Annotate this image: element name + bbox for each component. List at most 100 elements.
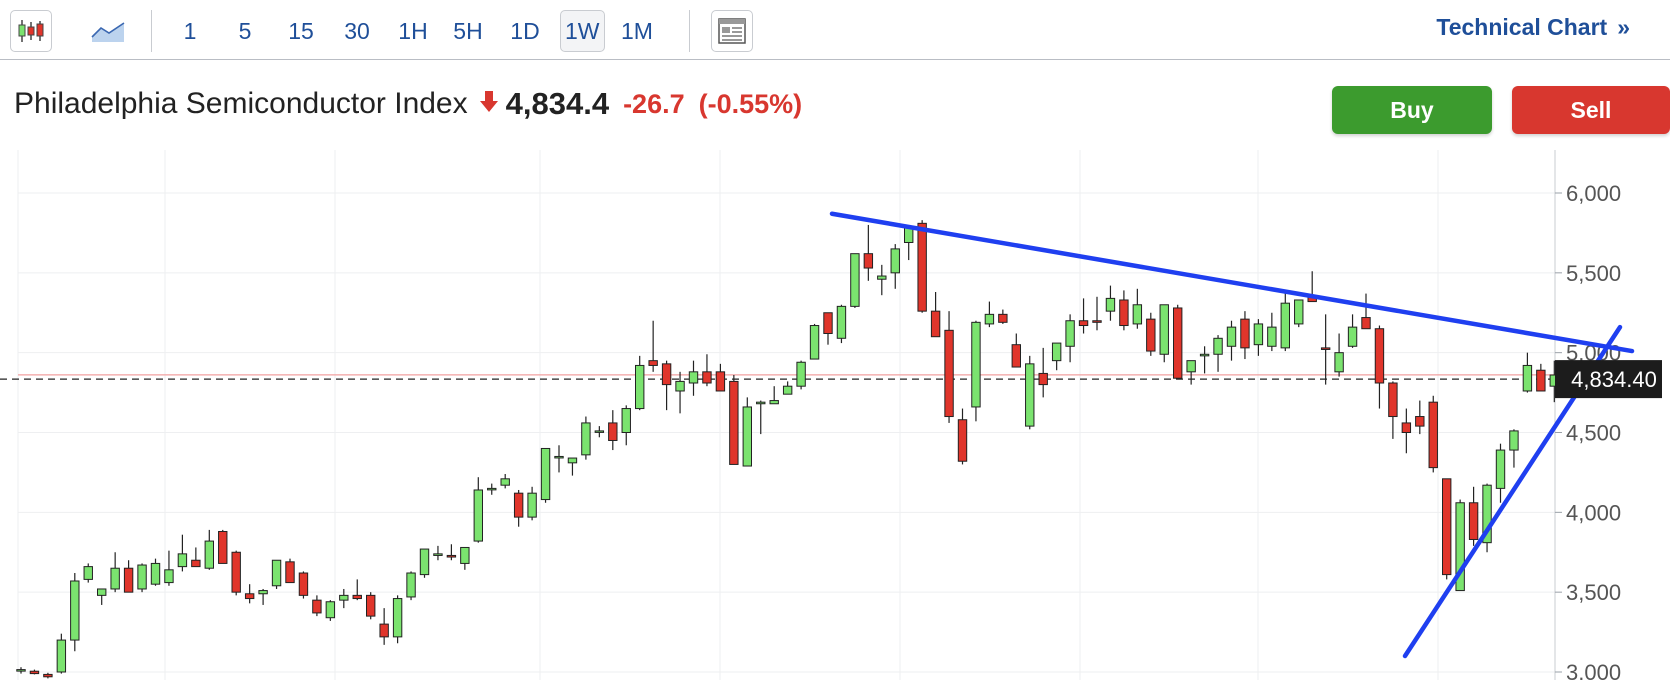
candle[interactable] [554,445,564,473]
interval-1d[interactable]: 1D [510,17,540,44]
interval-5[interactable]: 5 [238,17,252,44]
candle[interactable] [83,563,93,583]
candle[interactable] [527,486,537,521]
candle[interactable] [446,544,457,561]
candle[interactable] [191,547,201,568]
candle[interactable] [218,529,228,564]
candle[interactable] [123,560,134,593]
candle[interactable] [1468,486,1479,546]
candle[interactable] [150,558,161,586]
candle[interactable] [137,563,147,593]
candle[interactable] [1253,319,1264,356]
candle[interactable] [352,579,362,601]
candle[interactable] [460,546,470,570]
candle[interactable] [930,291,941,338]
candle[interactable] [1509,429,1519,468]
candle[interactable] [769,386,779,405]
candle[interactable] [433,545,443,561]
candle[interactable] [1294,299,1304,328]
candle[interactable] [43,672,53,679]
candle[interactable] [285,558,295,584]
candle[interactable] [567,457,578,476]
candle[interactable] [540,447,551,503]
candle[interactable] [608,410,618,451]
candle[interactable] [661,360,672,411]
candle[interactable] [1173,304,1183,379]
candle[interactable] [850,253,860,308]
candlestick-icon[interactable] [10,10,52,52]
candle[interactable] [339,588,349,609]
candle[interactable] [1415,400,1425,435]
candle[interactable] [1092,296,1102,331]
sell-button[interactable]: Sell [1512,86,1670,134]
candle[interactable] [419,548,430,578]
resistance-trendline[interactable] [829,211,1635,354]
candle[interactable] [244,584,255,604]
candle[interactable] [1011,333,1021,368]
candle[interactable] [1213,335,1223,372]
candle[interactable] [675,371,685,414]
candle[interactable] [944,311,954,423]
candle[interactable] [1240,311,1250,360]
candle[interactable] [392,595,403,644]
candle[interactable] [312,595,322,617]
candle[interactable] [581,416,591,460]
candle[interactable] [1280,290,1290,352]
buy-button[interactable]: Buy [1332,86,1492,134]
candle[interactable] [1361,293,1371,330]
interval-1m[interactable]: 1M [621,17,653,44]
candle[interactable] [1159,304,1169,363]
candle[interactable] [1226,320,1237,361]
news-layout-icon[interactable] [711,10,753,52]
candle[interactable] [1199,346,1210,374]
candle[interactable] [70,573,80,652]
candle[interactable] [1025,355,1035,430]
candle[interactable] [1334,333,1344,377]
area-chart-icon[interactable] [87,10,129,52]
candle[interactable] [863,224,874,281]
candle[interactable] [204,529,215,570]
candle[interactable] [1536,363,1546,392]
candle[interactable] [782,381,793,395]
candle[interactable] [406,571,416,601]
candle[interactable] [729,375,739,465]
candle[interactable] [271,559,282,589]
candle[interactable] [1388,381,1398,439]
candle[interactable] [473,477,484,543]
candle[interactable] [1495,443,1506,503]
candle[interactable] [904,226,914,261]
candle[interactable] [1267,312,1277,352]
candle[interactable] [1522,352,1533,393]
interval-5h[interactable]: 5H [453,17,483,44]
interval-1h[interactable]: 1H [398,17,428,44]
candle[interactable] [594,426,605,438]
candle[interactable] [917,220,927,313]
candle[interactable] [796,360,806,390]
candle[interactable] [702,354,712,387]
technical-chart-link[interactable]: Technical Chart » [1436,14,1630,41]
interval-1w[interactable]: 1W [560,10,605,52]
candle[interactable] [756,400,766,435]
candle[interactable] [1320,314,1331,385]
candle[interactable] [984,301,995,328]
candle[interactable] [1132,288,1143,329]
interval-1[interactable]: 1 [183,17,197,44]
candle[interactable] [635,355,645,411]
candle[interactable] [1442,478,1452,580]
candle[interactable] [890,244,900,289]
candle[interactable] [16,667,26,674]
candle[interactable] [1374,325,1385,409]
candle[interactable] [998,309,1008,324]
candle[interactable] [1186,360,1196,385]
candle[interactable] [258,588,268,605]
candle[interactable] [621,405,631,446]
candle[interactable] [29,669,40,675]
candle[interactable] [1428,395,1438,473]
candle[interactable] [877,264,887,296]
candle[interactable] [487,483,497,495]
candle[interactable] [1119,290,1129,331]
candle[interactable] [715,363,726,392]
candle[interactable] [231,550,241,596]
candle[interactable] [379,608,389,645]
